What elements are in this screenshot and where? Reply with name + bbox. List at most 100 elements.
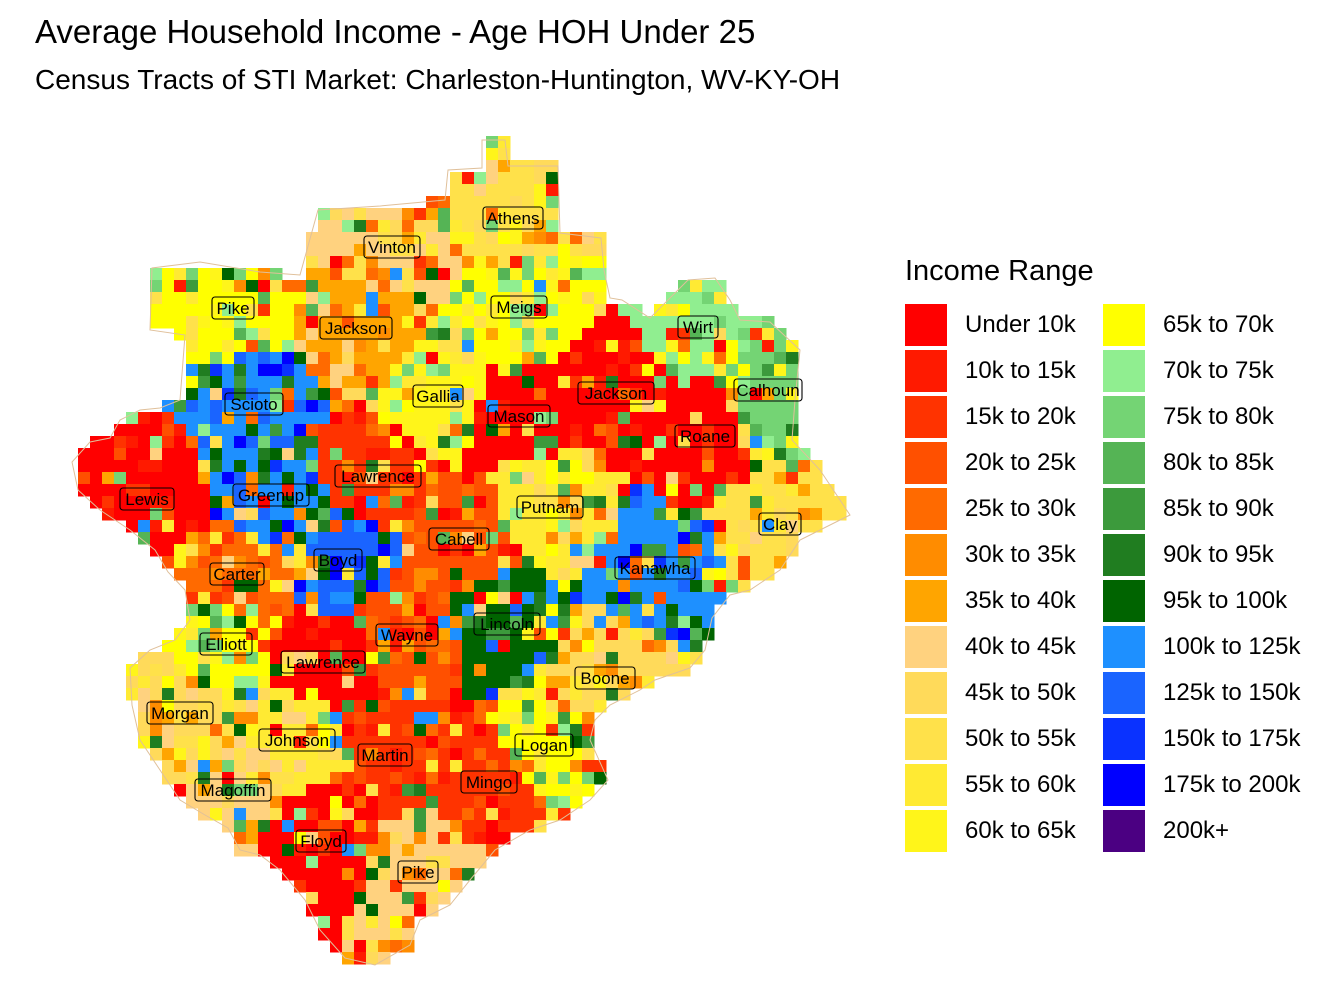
tract-cell	[462, 496, 475, 509]
tract-cell	[438, 592, 451, 605]
tract-cell	[102, 484, 115, 497]
tract-cell	[306, 232, 319, 245]
tract-cell	[510, 820, 523, 833]
tract-cell	[750, 436, 763, 449]
tract-cell	[558, 472, 571, 485]
tract-cell	[522, 736, 535, 749]
tract-cell	[654, 376, 667, 389]
tract-cell	[558, 688, 571, 701]
tract-cell	[222, 580, 235, 593]
tract-cell	[582, 688, 595, 701]
tract-cell	[414, 532, 427, 545]
tract-cell	[378, 328, 391, 341]
tract-cell	[306, 292, 319, 305]
tract-cell	[522, 592, 535, 605]
tract-cell	[546, 748, 559, 761]
tract-cell	[378, 508, 391, 521]
tract-cell	[246, 364, 259, 377]
legend-item: 25k to 30k	[905, 486, 1076, 532]
legend-label: 175k to 200k	[1163, 771, 1301, 798]
tract-cell	[366, 496, 379, 509]
tract-cell	[402, 472, 415, 485]
tract-cell	[306, 736, 319, 749]
tract-cell	[546, 472, 559, 485]
tract-cell	[402, 520, 415, 533]
tract-cell	[366, 832, 379, 845]
tract-cell	[366, 952, 379, 965]
county-name: Jackson	[325, 319, 387, 338]
tract-cell	[594, 256, 607, 269]
tract-cell	[438, 496, 451, 509]
tract-cell	[534, 244, 547, 257]
tract-cell	[498, 148, 511, 161]
tract-cell	[690, 520, 703, 533]
tract-cell	[630, 676, 643, 689]
tract-cell	[294, 532, 307, 545]
tract-cell	[102, 460, 115, 473]
tract-cell	[438, 784, 451, 797]
tract-cell	[366, 556, 379, 569]
tract-cell	[666, 544, 679, 557]
tract-cell	[474, 184, 487, 197]
tract-cell	[282, 484, 295, 497]
tract-cell	[438, 724, 451, 737]
tract-cell	[522, 784, 535, 797]
tract-cell	[270, 376, 283, 389]
tract-cell	[282, 544, 295, 557]
tract-cell	[306, 268, 319, 281]
tract-cell	[714, 496, 727, 509]
tract-cell	[486, 664, 499, 677]
county-label-box	[295, 829, 347, 853]
tract-cell	[546, 232, 559, 245]
tract-cell	[174, 460, 187, 473]
county-label-box	[211, 296, 255, 320]
tract-cell	[750, 484, 763, 497]
tract-cell	[522, 700, 535, 713]
tract-cell	[510, 664, 523, 677]
tract-cell	[798, 484, 811, 497]
tract-cell	[450, 856, 463, 869]
tract-cell	[510, 304, 523, 317]
tract-cell	[366, 916, 379, 929]
tract-cell	[450, 724, 463, 737]
tract-cell	[210, 724, 223, 737]
tract-cell	[402, 460, 415, 473]
tract-cell	[246, 568, 259, 581]
tract-cell	[570, 340, 583, 353]
tract-cell	[294, 628, 307, 641]
tract-cell	[198, 280, 211, 293]
tract-cell	[438, 568, 451, 581]
tract-cell	[522, 376, 535, 389]
tract-cell	[258, 640, 271, 653]
legend-swatch	[905, 534, 947, 576]
tract-cell	[342, 880, 355, 893]
tract-cell	[306, 808, 319, 821]
tract-cell	[618, 472, 631, 485]
tract-cell	[642, 544, 655, 557]
tract-cell	[714, 484, 727, 497]
tract-cell	[282, 436, 295, 449]
tract-cell	[558, 364, 571, 377]
tract-cell	[534, 796, 547, 809]
tract-cell	[582, 460, 595, 473]
tract-cell	[198, 712, 211, 725]
tract-cell	[738, 436, 751, 449]
tract-cell	[474, 832, 487, 845]
tract-cell	[450, 580, 463, 593]
tract-cell	[690, 328, 703, 341]
tract-cell	[186, 796, 199, 809]
tract-cell	[762, 460, 775, 473]
tract-cell	[390, 904, 403, 917]
tract-cell	[186, 424, 199, 437]
legend-label: 70k to 75k	[1163, 357, 1274, 384]
tract-cell	[378, 748, 391, 761]
tract-cell	[354, 844, 367, 857]
tract-cell	[330, 844, 343, 857]
tract-cell	[726, 388, 739, 401]
tract-cell	[426, 628, 439, 641]
tract-cell	[426, 352, 439, 365]
tract-cell	[498, 388, 511, 401]
tract-cell	[294, 820, 307, 833]
tract-cell	[330, 400, 343, 413]
tract-cell	[702, 412, 715, 425]
